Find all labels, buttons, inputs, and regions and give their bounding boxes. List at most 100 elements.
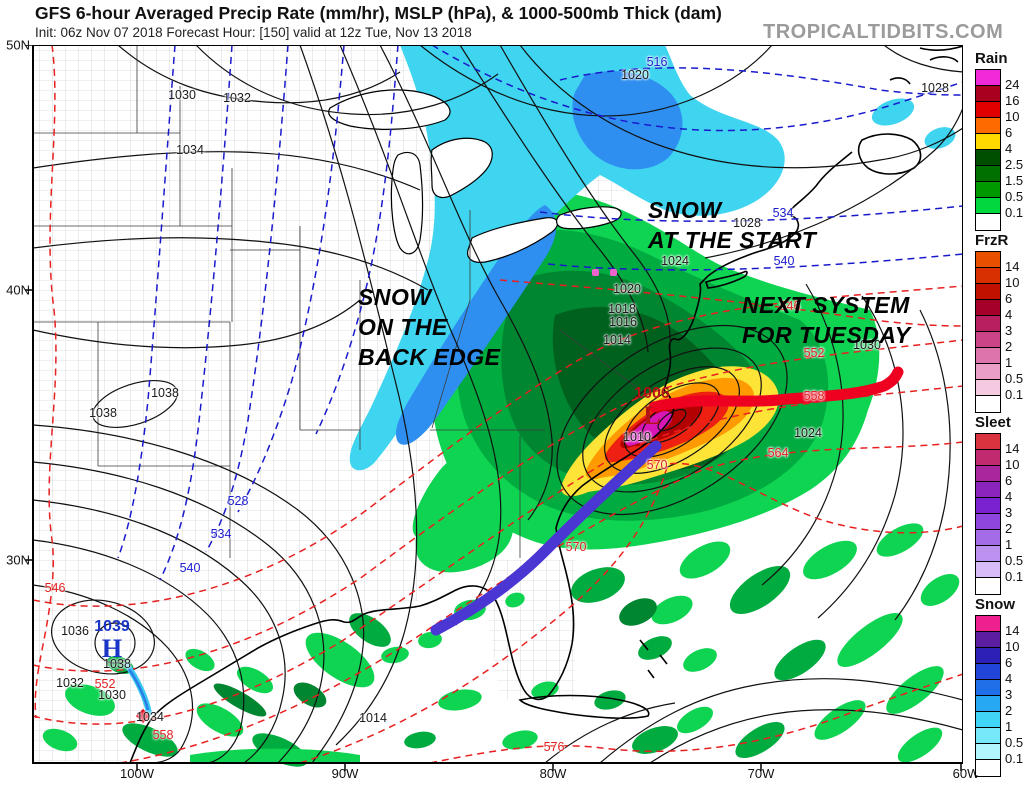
legend-sleet: Sleet 14 10 6 4 3 2 1 0.5 0.1 (973, 414, 1024, 596)
legend-frzr: FrzR 14 10 6 4 3 2 1 0.5 0.1 (973, 232, 1024, 414)
map-frame (32, 45, 963, 764)
legend-tick-label: 4 (1005, 141, 1013, 156)
legend-tick-label: 0.1 (1005, 569, 1024, 584)
legend-color-cell (976, 744, 1000, 760)
legend-tick-label: 6 (1005, 291, 1013, 306)
legend-color-cell (976, 252, 1000, 268)
legend-color-cell (976, 134, 1000, 150)
legend-color-cell (976, 316, 1000, 332)
legend-tick-label: 3 (1005, 687, 1013, 702)
coastline (129, 45, 963, 764)
thickness-contours-red (32, 45, 963, 764)
legend-snow: Snow 14 10 6 4 3 2 1 0.5 0.1 (973, 596, 1024, 778)
great-lakes (328, 89, 622, 263)
legend-column: Rain 24 16 10 6 4 2.5 1.5 0.5 0.1 FrzR 14 10 6 4 3 2 1 0.5… (973, 0, 1024, 786)
legend-color-cell (976, 648, 1000, 664)
legend-tick-label: 6 (1005, 125, 1013, 140)
legend-tick-label: 10 (1005, 639, 1020, 654)
state-borders (33, 45, 641, 558)
legend-tick-label: 0.5 (1005, 189, 1024, 204)
legend-color-cell (976, 514, 1000, 530)
legend-tick-label: 0.1 (1005, 751, 1024, 766)
legend-colorbar (975, 433, 1001, 595)
page-title: GFS 6-hour Averaged Precip Rate (mm/hr),… (35, 3, 722, 23)
legend-color-cell (976, 616, 1000, 632)
legend-colorbar (975, 615, 1001, 777)
legend-color-cell (976, 482, 1000, 498)
mslp-contours (32, 45, 963, 764)
legend-colorbar (975, 251, 1001, 413)
legend-tick-label: 1 (1005, 355, 1013, 370)
legend-color-cell (976, 562, 1000, 578)
legend-color-cell (976, 696, 1000, 712)
legend-color-cell (976, 102, 1000, 118)
init-valid-line: Init: 06z Nov 07 2018 Forecast Hour: [15… (35, 25, 472, 40)
legend-color-cell (976, 760, 1000, 775)
legend-tick-label: 2 (1005, 339, 1013, 354)
legend-color-cell (976, 498, 1000, 514)
legend-tick-label: 10 (1005, 109, 1020, 124)
legend-color-cell (976, 530, 1000, 546)
legend-tick-label: 6 (1005, 655, 1013, 670)
legend-tick-label: 4 (1005, 307, 1013, 322)
legend-color-cell (976, 728, 1000, 744)
legend-color-cell (976, 450, 1000, 466)
legend-color-cell (976, 380, 1000, 396)
legend-color-cell (976, 712, 1000, 728)
legend-tick-label: 0.5 (1005, 735, 1024, 750)
legend-color-cell (976, 396, 1000, 411)
legend-tick-label: 0.5 (1005, 371, 1024, 386)
legend-tick-label: 0.1 (1005, 205, 1024, 220)
legend-tick-label: 10 (1005, 457, 1020, 472)
legend-title: Rain (975, 50, 1008, 67)
axis-ticks (25, 45, 962, 771)
legend-color-cell (976, 300, 1000, 316)
legend-color-cell (976, 182, 1000, 198)
cold-front-annotation-line (430, 440, 662, 636)
legend-tick-label: 24 (1005, 77, 1020, 92)
legend-rain: Rain 24 16 10 6 4 2.5 1.5 0.5 0.1 (973, 50, 1024, 232)
warm-front-annotation-line (648, 366, 904, 413)
legend-tick-label: 10 (1005, 275, 1020, 290)
legend-tick-label: 2.5 (1005, 157, 1024, 172)
legend-color-cell (976, 214, 1000, 229)
legend-tick-label: 1 (1005, 537, 1013, 552)
legend-tick-label: 0.5 (1005, 553, 1024, 568)
legend-title: Snow (975, 596, 1015, 613)
legend-color-cell (976, 70, 1000, 86)
legend-tick-label: 14 (1005, 259, 1020, 274)
legend-color-cell (976, 150, 1000, 166)
legend-color-cell (976, 466, 1000, 482)
legend-color-cell (976, 632, 1000, 648)
legend-tick-label: 16 (1005, 93, 1020, 108)
legend-colorbar (975, 69, 1001, 231)
watermark: TROPICALTIDBITS.COM (763, 21, 1004, 43)
map-graphic (25, 45, 963, 771)
legend-color-cell (976, 332, 1000, 348)
legend-tick-label: 1.5 (1005, 173, 1024, 188)
legend-color-cell (976, 268, 1000, 284)
legend-tick-label: 4 (1005, 671, 1013, 686)
legend-color-cell (976, 680, 1000, 696)
legend-tick-label: 0.1 (1005, 387, 1024, 402)
legend-tick-label: 2 (1005, 703, 1013, 718)
legend-color-cell (976, 348, 1000, 364)
legend-color-cell (976, 198, 1000, 214)
legend-color-cell (976, 434, 1000, 450)
legend-color-cell (976, 166, 1000, 182)
legend-tick-label: 3 (1005, 323, 1013, 338)
legend-title: Sleet (975, 414, 1011, 431)
legend-tick-label: 3 (1005, 505, 1013, 520)
legend-tick-label: 6 (1005, 473, 1013, 488)
legend-tick-label: 14 (1005, 441, 1020, 456)
legend-tick-label: 1 (1005, 719, 1013, 734)
legend-tick-label: 2 (1005, 521, 1013, 536)
legend-title: FrzR (975, 232, 1009, 249)
thickness-contours-blue (117, 45, 963, 581)
legend-color-cell (976, 364, 1000, 380)
legend-color-cell (976, 118, 1000, 134)
legend-color-cell (976, 546, 1000, 562)
legend-color-cell (976, 664, 1000, 680)
